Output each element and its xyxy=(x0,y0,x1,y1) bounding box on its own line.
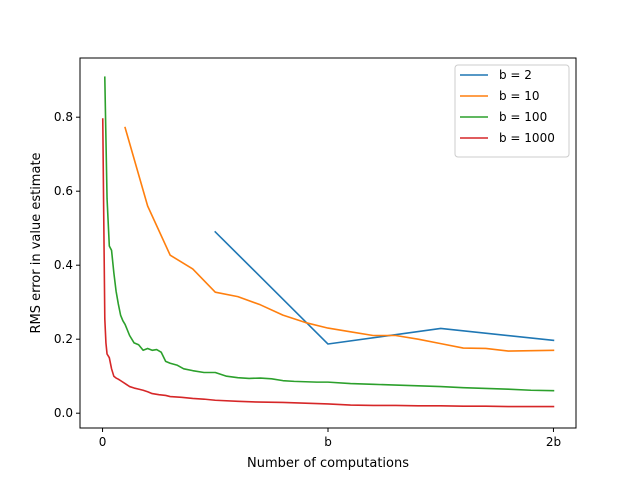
series-line-3 xyxy=(101,118,555,408)
x-tick-label-2: 2b xyxy=(546,435,561,449)
x-axis-label: Number of computations xyxy=(247,456,409,471)
legend-label-0: b = 2 xyxy=(499,68,532,82)
legend-label-3: b = 1000 xyxy=(499,131,555,145)
y-tick-label-0: 0.0 xyxy=(54,406,73,420)
x-tick-label-1: b xyxy=(324,435,332,449)
y-tick-label-1: 0.2 xyxy=(54,332,73,346)
legend: b = 2 b = 10 b = 100 b = 1000 xyxy=(454,64,570,158)
x-tick-label-0: 0 xyxy=(99,435,107,449)
legend-label-2: b = 100 xyxy=(499,110,547,124)
axes-layer: 0 b 2b 0.0 0.2 0.4 0.6 0.8 xyxy=(54,57,577,449)
series-layer xyxy=(101,76,555,408)
y-tick-label-3: 0.6 xyxy=(54,184,73,198)
series-line-1 xyxy=(124,126,555,352)
legend-box xyxy=(454,64,570,158)
y-tick-label-4: 0.8 xyxy=(54,110,73,124)
y-axis-label: RMS error in value estimate xyxy=(29,152,44,333)
y-tick-label-2: 0.4 xyxy=(54,258,73,272)
series-line-2 xyxy=(103,76,555,392)
legend-label-1: b = 10 xyxy=(499,89,540,103)
